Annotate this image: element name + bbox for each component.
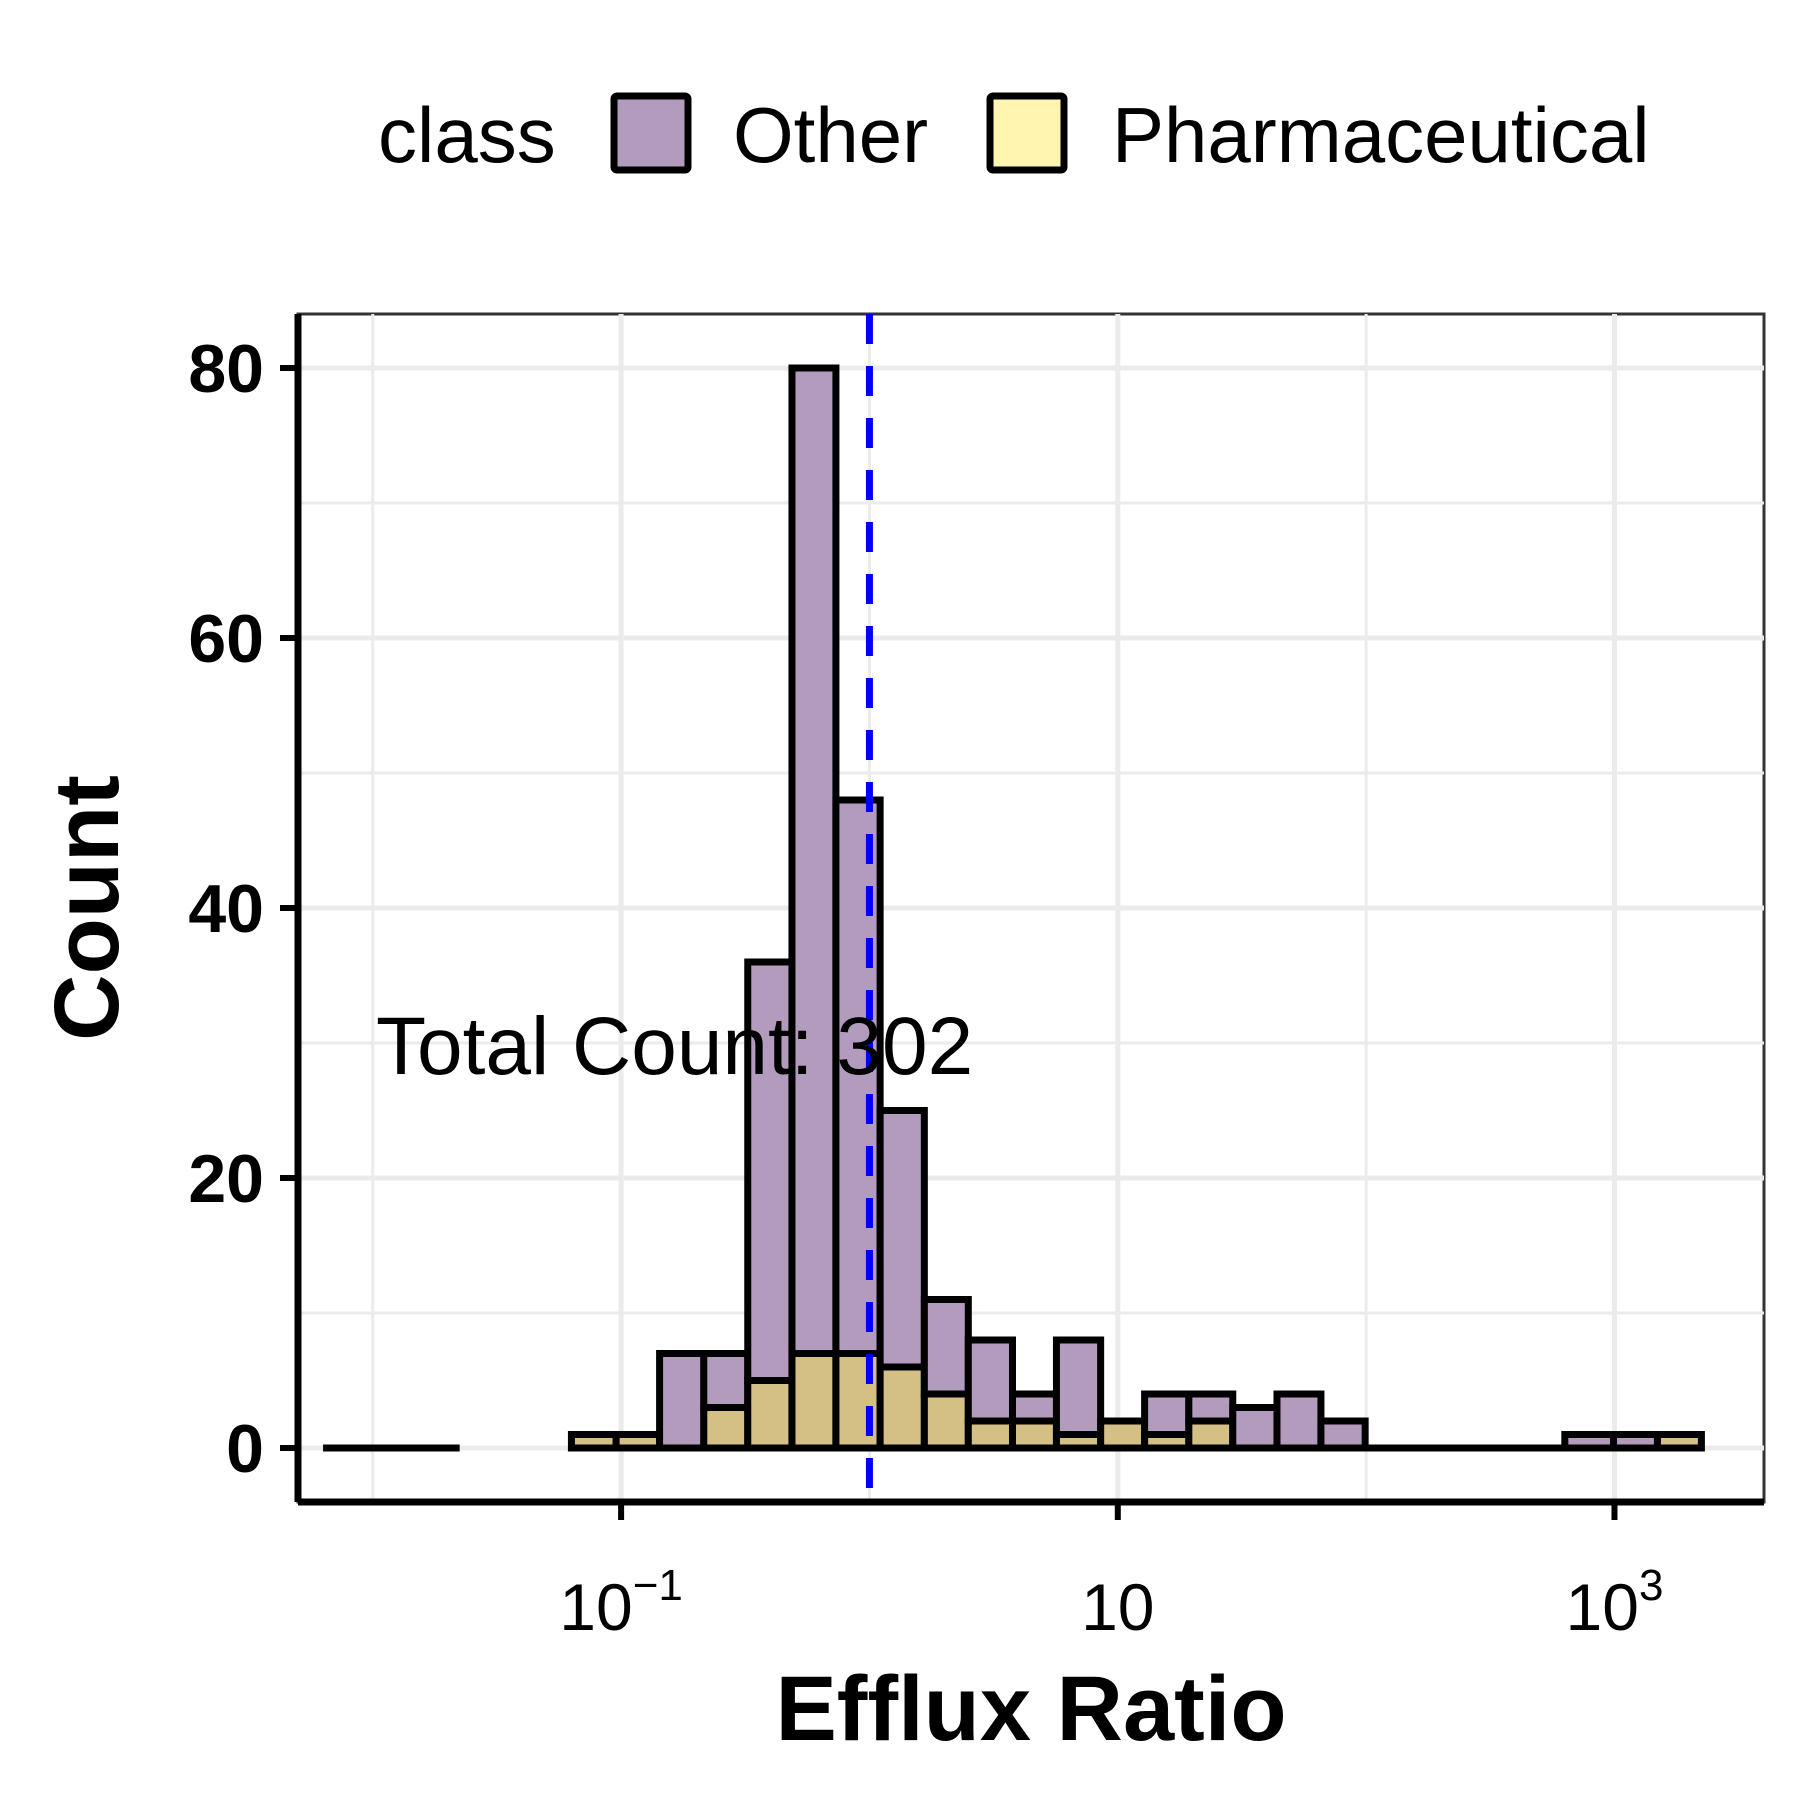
x-tick-label: 10−1 — [559, 1561, 683, 1644]
y-tick-label: 80 — [188, 331, 264, 407]
histogram-bar-pharmaceutical — [1653, 1431, 1705, 1452]
x-axis-title: Efflux Ratio — [775, 1658, 1286, 1760]
histogram-bar-pharmaceutical — [1008, 1417, 1060, 1452]
y-tick-label: 0 — [226, 1411, 264, 1487]
y-ticks: 0 20 40 60 80 — [188, 331, 298, 1487]
histogram-bar-other — [920, 1296, 972, 1398]
histogram-bar-other — [1185, 1390, 1237, 1425]
grid — [298, 314, 1764, 1502]
bars — [323, 364, 1705, 1452]
histogram-bar-other — [700, 1350, 752, 1411]
histogram-bar-pharmaceutical — [920, 1390, 972, 1452]
histogram-bar-pharmaceutical — [832, 1350, 884, 1452]
legend: class Other Pharmaceutical — [378, 91, 1650, 179]
legend-key-other — [610, 92, 692, 174]
histogram-bar-pharmaceutical — [700, 1404, 752, 1452]
y-tick-label: 40 — [188, 871, 264, 947]
legend-title: class — [378, 91, 556, 179]
histogram-bar-other — [1317, 1417, 1369, 1452]
histogram-bar-other — [1229, 1404, 1281, 1452]
histogram-bar-pharmaceutical — [1097, 1417, 1149, 1452]
histogram-bar-other — [788, 364, 840, 1357]
histogram-bar-pharmaceutical — [876, 1363, 928, 1452]
legend-label-other: Other — [733, 91, 928, 179]
histogram-bar-pharmaceutical — [1141, 1431, 1193, 1452]
total-count-annotation: Total Count: 302 — [376, 1001, 973, 1092]
histogram-bar-other — [656, 1350, 708, 1452]
y-tick-label: 60 — [188, 601, 264, 677]
histogram-bar-pharmaceutical — [788, 1350, 840, 1452]
x-tick-label: 103 — [1566, 1561, 1664, 1644]
y-tick-label: 20 — [188, 1141, 264, 1217]
histogram-bar-pharmaceutical — [567, 1431, 620, 1452]
histogram-bar-pharmaceutical — [1052, 1431, 1105, 1452]
histogram-bar-other — [1008, 1390, 1060, 1425]
legend-key-pharmaceutical — [986, 92, 1068, 174]
histogram-bar-other — [1052, 1336, 1105, 1438]
histogram-bar-other — [876, 1107, 928, 1371]
histogram-bar-other — [964, 1336, 1016, 1425]
histogram-bar-other — [1141, 1390, 1193, 1438]
legend-label-pharmaceutical: Pharmaceutical — [1112, 91, 1650, 179]
histogram-bar-other — [1273, 1390, 1325, 1452]
y-axis-title: Count — [36, 775, 138, 1041]
histogram-bar-pharmaceutical — [612, 1431, 664, 1452]
histogram-bar-pharmaceutical — [744, 1377, 796, 1452]
x-ticks: 10−1 10 103 — [559, 1502, 1663, 1644]
histogram-bar-pharmaceutical — [1185, 1417, 1237, 1452]
histogram-bar-pharmaceutical — [964, 1417, 1016, 1452]
x-tick-label: 10 — [1081, 1570, 1154, 1644]
